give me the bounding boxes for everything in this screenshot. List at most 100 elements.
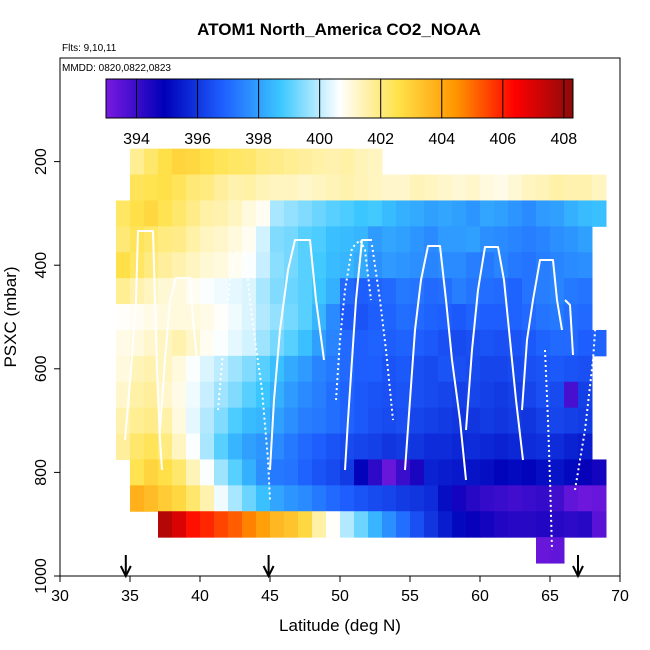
heatmap-cell (382, 485, 397, 512)
heatmap-cell (116, 252, 131, 279)
heatmap-cell (452, 329, 467, 357)
flight-track-5 (335, 239, 372, 401)
heatmap-cell (382, 200, 397, 227)
heatmap-cell (256, 433, 271, 460)
heatmap-cell (480, 485, 495, 512)
heatmap-cell (340, 278, 355, 305)
heatmap-cell (284, 148, 299, 176)
heatmap-cell (382, 329, 397, 357)
heatmap-cell (228, 278, 243, 305)
heatmap-cell (186, 407, 201, 435)
heatmap-cell (340, 200, 355, 227)
heatmap-cell (284, 174, 299, 201)
heatmap-cell (312, 381, 327, 409)
heatmap-cell (438, 381, 453, 409)
heatmap-cell (284, 304, 299, 331)
heatmap-cell (340, 381, 355, 409)
heatmap-cell (550, 252, 565, 279)
flight-track-3 (217, 251, 271, 501)
heatmap-cell (228, 200, 243, 227)
heatmap-cell (172, 278, 187, 305)
heatmap-cell (438, 226, 453, 253)
heatmap-cell (340, 485, 355, 512)
heatmap-cell (130, 304, 145, 331)
heatmap-cell (508, 355, 523, 383)
heatmap-cell (438, 355, 453, 383)
heatmap-cell (326, 252, 341, 279)
heatmap-cell (522, 200, 537, 227)
heatmap-cell (466, 459, 481, 486)
heatmap-cell (298, 459, 313, 486)
heatmap-cell (200, 200, 215, 227)
flight-track-6 (344, 239, 372, 471)
heatmap-cell (340, 304, 355, 331)
heatmap-cell (144, 433, 159, 460)
heatmap-cell (508, 174, 523, 201)
heatmap-cell (340, 329, 355, 357)
heatmap-cell (284, 200, 299, 227)
heatmap-cell (522, 459, 537, 486)
heatmap-cell (200, 329, 215, 357)
heatmap-cell (452, 355, 467, 383)
heatmap-cell (396, 304, 411, 331)
heatmap-cell (172, 511, 187, 538)
x-tick-label: 65 (541, 588, 559, 605)
heatmap-cell (550, 226, 565, 253)
heatmap-cell (242, 485, 257, 512)
heatmap-cell (228, 433, 243, 460)
heatmap-cell (284, 226, 299, 253)
heatmap-cell (256, 200, 271, 227)
heatmap-cell (242, 278, 257, 305)
heatmap-cell (494, 459, 509, 486)
heatmap-cell (466, 226, 481, 253)
heatmap-cell (424, 407, 439, 435)
heatmap-cell (326, 407, 341, 435)
heatmap-cell (158, 174, 173, 201)
heatmap-cell (186, 174, 201, 201)
heatmap-cell (382, 252, 397, 279)
heatmap-cell (340, 252, 355, 279)
heatmap-cell (508, 433, 523, 460)
heatmap-cell (158, 148, 173, 176)
heatmap-cell (214, 174, 229, 201)
heatmap-cell (592, 329, 607, 357)
heatmap-cell (312, 407, 327, 435)
heatmap-cell (368, 148, 383, 176)
heatmap-cell (214, 278, 229, 305)
heatmap-cell (270, 485, 285, 512)
heatmap-cell (424, 459, 439, 486)
heatmap-cell (494, 381, 509, 409)
heatmap-cell (396, 459, 411, 486)
heatmap-cell (564, 459, 579, 486)
heatmap-cell (508, 511, 523, 538)
heatmap-cell (424, 200, 439, 227)
heatmap-cell (396, 485, 411, 512)
flight-track-7 (371, 244, 394, 421)
heatmap-cell (452, 381, 467, 409)
heatmap-cell (242, 511, 257, 538)
heatmap-cell (578, 174, 593, 201)
heatmap-cell (256, 511, 271, 538)
heatmap-cell (354, 355, 369, 383)
heatmap-cell (326, 381, 341, 409)
heatmap-cell (494, 329, 509, 357)
heatmap-cell (242, 433, 257, 460)
heatmap-cell (298, 304, 313, 331)
down-arrow-icon (572, 555, 584, 579)
heatmap-cell (228, 485, 243, 512)
heatmap-cell (256, 174, 271, 201)
heatmap-cell (340, 459, 355, 486)
heatmap-cell (200, 511, 215, 538)
heatmap-cell (452, 304, 467, 331)
heatmap-cell (158, 252, 173, 279)
heatmap-cell (564, 200, 579, 227)
heatmap-cell (158, 278, 173, 305)
heatmap-cell (144, 278, 159, 305)
heatmap-cell (424, 226, 439, 253)
heatmap-cell (382, 433, 397, 460)
heatmap-cell (396, 407, 411, 435)
heatmap-cell (592, 200, 607, 227)
heatmap-cell (130, 407, 145, 435)
heatmap-cell (116, 329, 131, 357)
heatmap-cell (564, 226, 579, 253)
